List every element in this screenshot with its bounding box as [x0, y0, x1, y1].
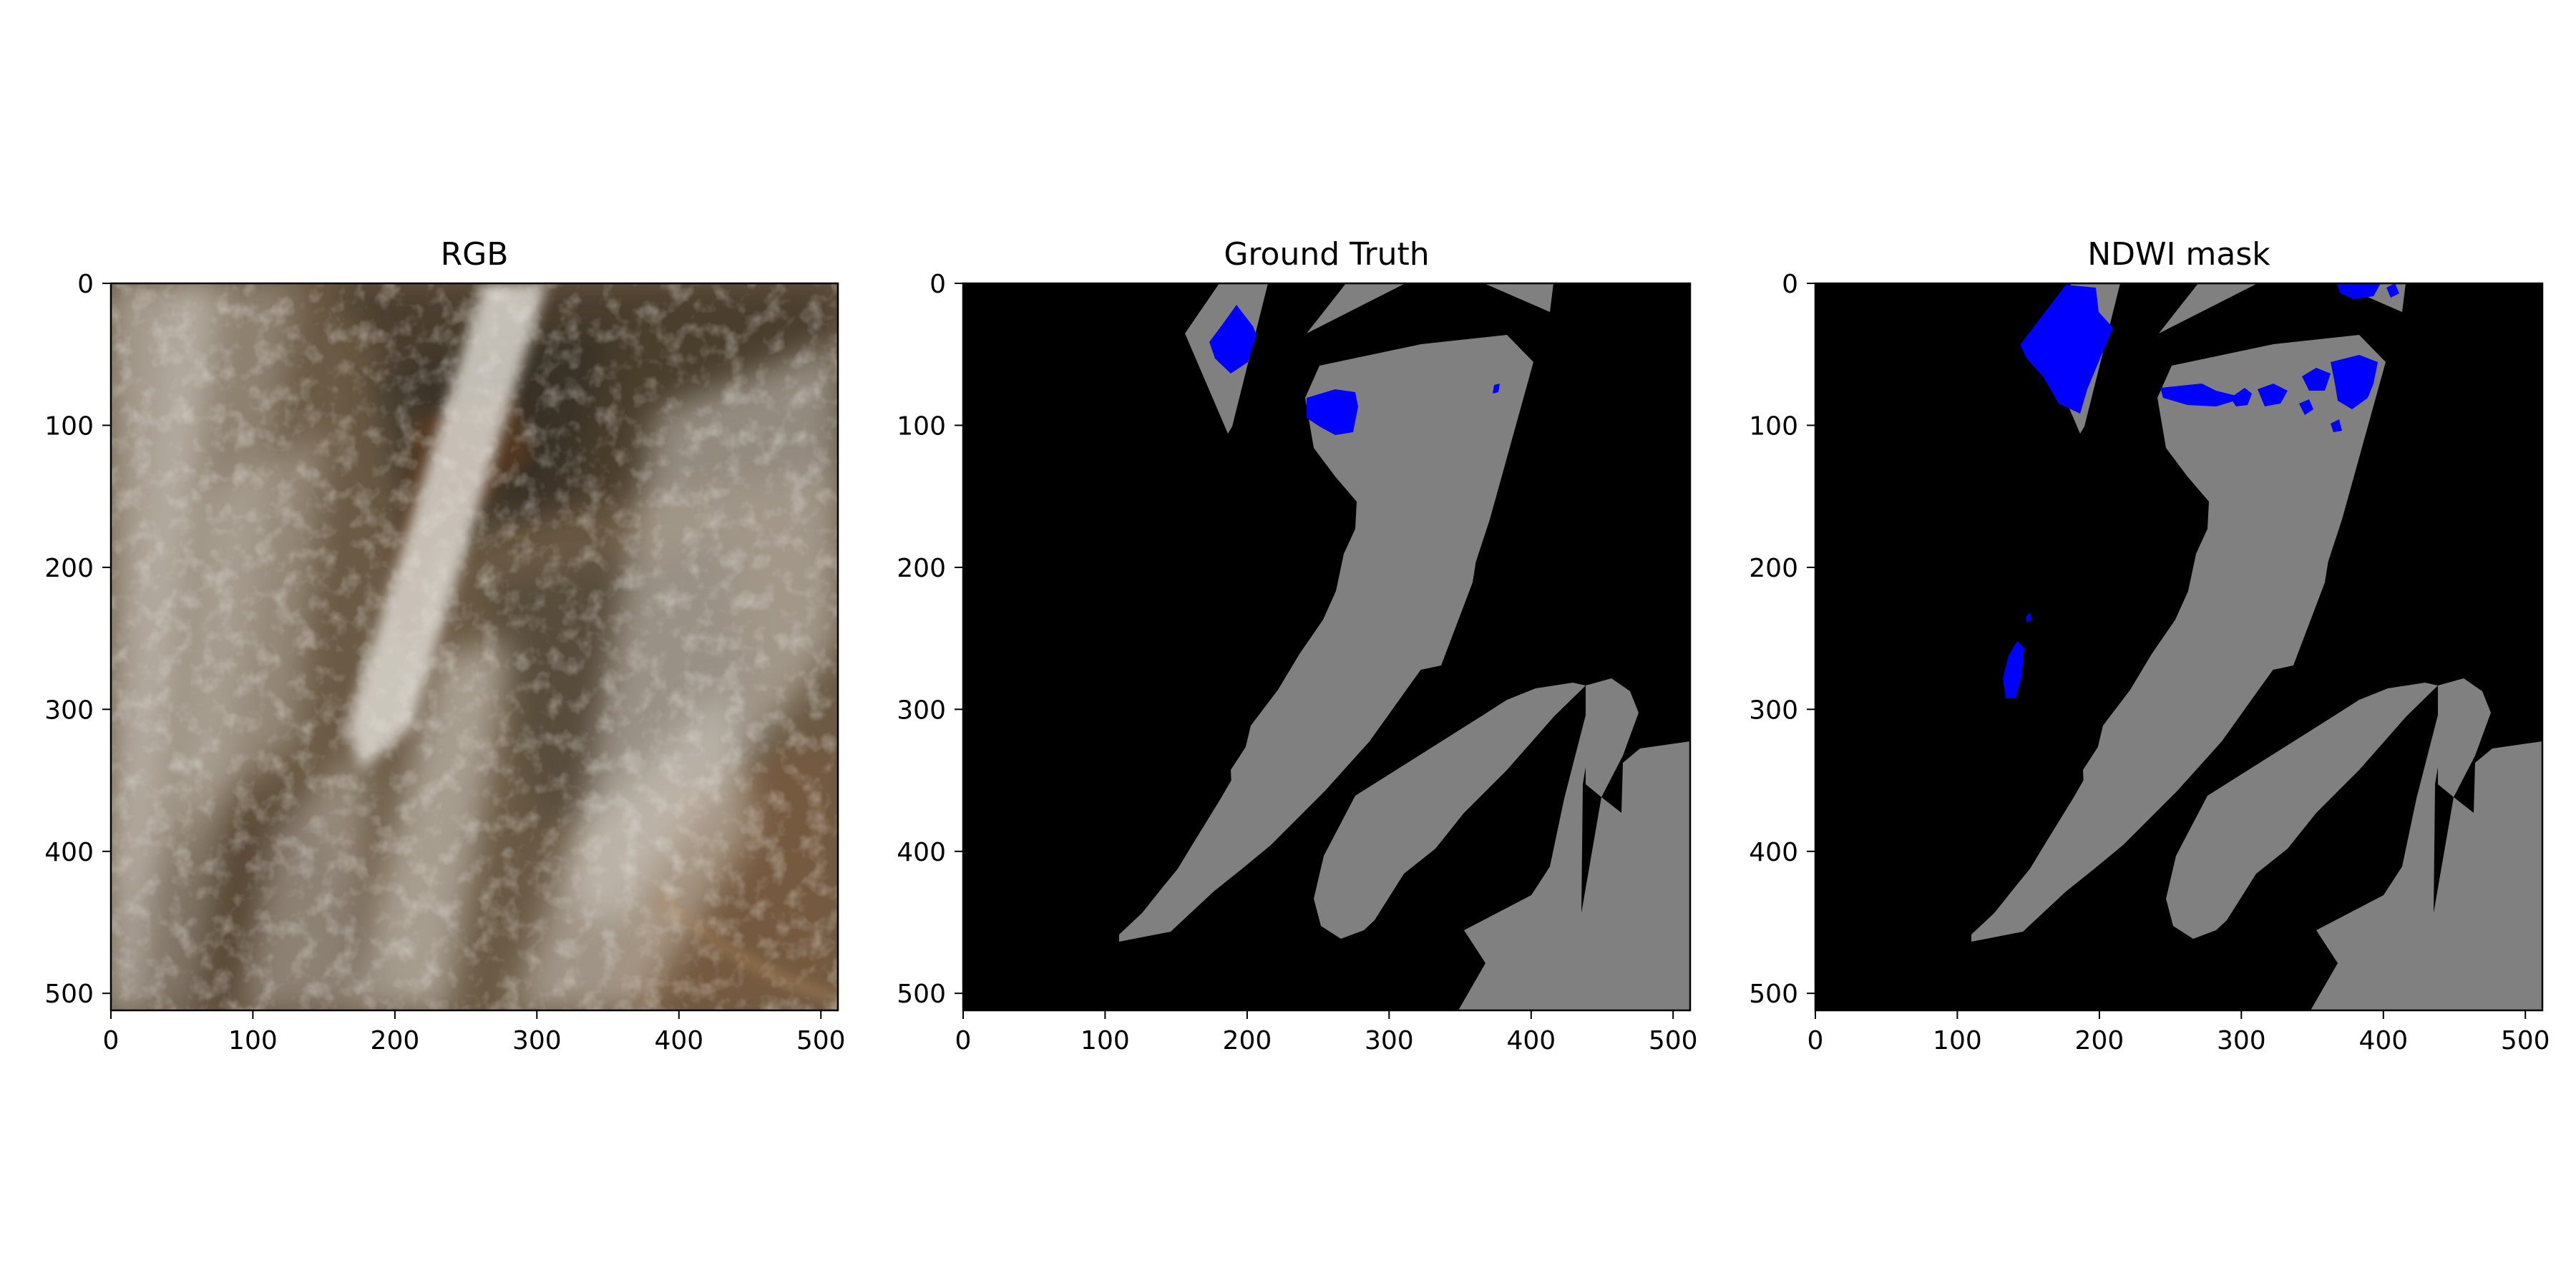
axes-frame [1814, 282, 2544, 1012]
x-tick-label: 300 [2217, 1026, 2266, 1055]
water-regions [2003, 283, 2399, 698]
x-tick-label: 200 [371, 1026, 420, 1055]
y-tick-label: 200 [1749, 554, 1798, 583]
x-tick-label: 300 [512, 1026, 562, 1055]
y-tick-label: 100 [897, 411, 946, 441]
panel-title-ground-truth: Ground Truth [1224, 236, 1429, 273]
y-tick-label: 0 [930, 270, 946, 299]
x-axis: 0 100 200 300 400 500 [1807, 1010, 2550, 1055]
x-tick-label: 200 [1223, 1026, 1272, 1055]
axes-frame [962, 282, 1692, 1012]
y-axis: 0 100 200 300 400 500 [44, 270, 111, 1009]
x-axis: 0 100 200 300 400 500 [955, 1010, 1698, 1055]
y-tick-label: 100 [44, 411, 94, 441]
y-tick-label: 300 [1749, 696, 1798, 725]
x-tick-label: 100 [228, 1026, 278, 1055]
x-tick-label: 500 [796, 1026, 846, 1055]
panel-rgb: RGB 0 100 200 [44, 236, 845, 1055]
ground-truth-mask [963, 283, 1690, 1010]
y-tick-label: 400 [1749, 838, 1798, 867]
x-tick-label: 0 [1807, 1026, 1824, 1055]
x-tick-label: 500 [1649, 1026, 1698, 1055]
x-tick-label: 0 [103, 1026, 119, 1055]
y-tick-label: 500 [897, 980, 946, 1009]
water-regions [1209, 305, 1500, 435]
panel-ground-truth: Ground Truth 0 1 [897, 236, 1697, 1055]
x-tick-label: 100 [1080, 1026, 1130, 1055]
y-tick-label: 300 [897, 696, 946, 725]
x-tick-label: 100 [1933, 1026, 1982, 1055]
y-tick-label: 0 [1782, 270, 1798, 299]
x-tick-label: 200 [2075, 1026, 2124, 1055]
x-tick-label: 0 [955, 1026, 972, 1055]
y-tick-label: 500 [1749, 980, 1798, 1009]
x-tick-label: 400 [2358, 1026, 2408, 1055]
x-tick-label: 400 [1506, 1026, 1556, 1055]
rgb-image [111, 283, 838, 1010]
axes-frame [109, 282, 839, 1012]
y-tick-label: 400 [44, 838, 94, 867]
y-axis: 0 100 200 300 400 500 [897, 270, 963, 1009]
y-tick-label: 100 [1749, 411, 1798, 441]
y-tick-label: 200 [44, 554, 94, 583]
y-tick-label: 500 [44, 980, 94, 1009]
x-tick-label: 400 [654, 1026, 703, 1055]
land-regions [1971, 283, 2542, 1010]
x-axis: 0 100 200 300 400 500 [103, 1010, 846, 1055]
y-axis: 0 100 200 300 400 500 [1749, 270, 1815, 1009]
x-tick-label: 300 [1365, 1026, 1414, 1055]
panel-title-rgb: RGB [441, 236, 509, 273]
y-tick-label: 0 [77, 270, 94, 299]
panel-ndwi-mask: NDWI mask [1749, 236, 2550, 1055]
ndwi-mask-image [1815, 283, 2542, 1010]
y-tick-label: 200 [897, 554, 946, 583]
x-tick-label: 500 [2501, 1026, 2550, 1055]
y-tick-label: 400 [897, 838, 946, 867]
panel-title-ndwi-mask: NDWI mask [2087, 236, 2270, 273]
y-tick-label: 300 [44, 696, 94, 725]
